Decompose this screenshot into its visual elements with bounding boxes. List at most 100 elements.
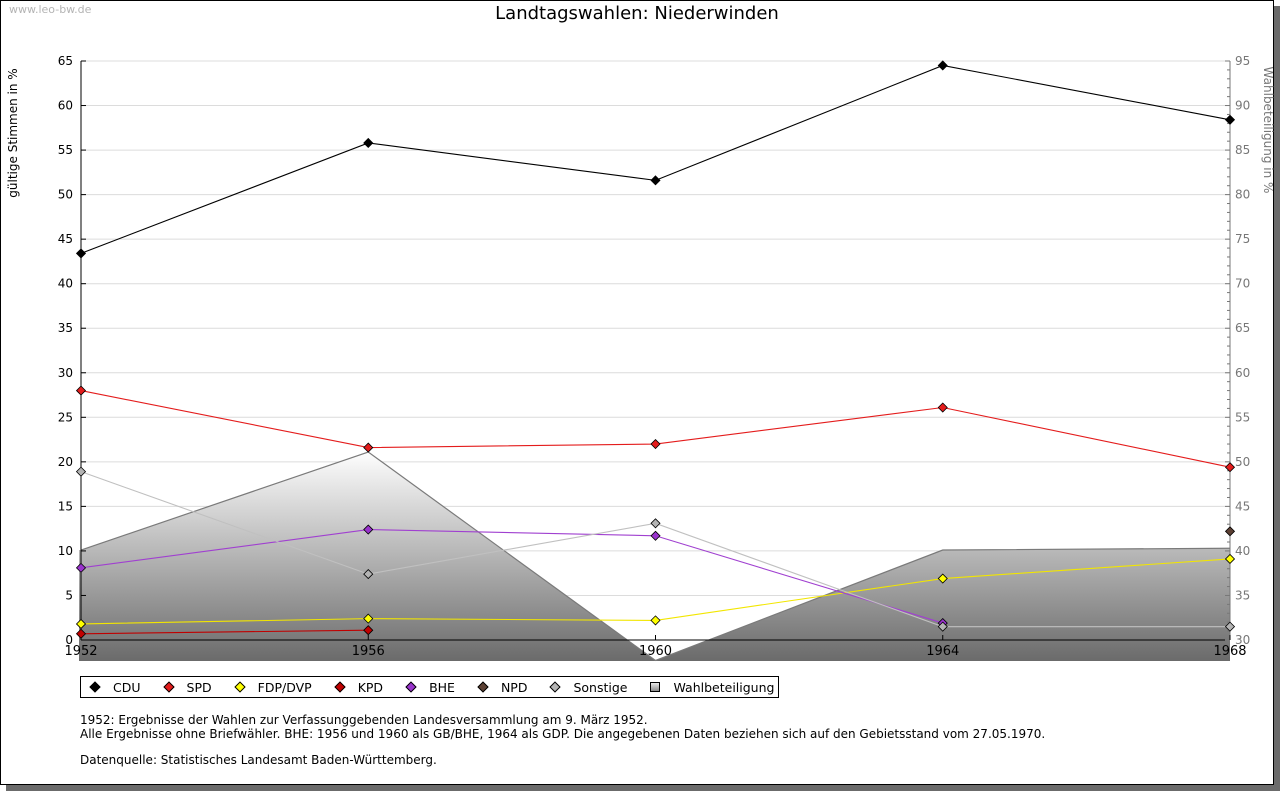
data-point [937, 573, 948, 584]
data-point [1224, 553, 1236, 565]
x-tick-label: 1952 [64, 644, 97, 659]
legend-label: FDP/DVP [257, 679, 312, 695]
legend-item: KPD [334, 680, 383, 695]
y2-tick-label: 60 [1235, 366, 1250, 380]
data-point [75, 628, 87, 639]
legend-diamond-icon [405, 681, 417, 693]
data-point [937, 60, 948, 71]
y-tick-label: 30 [58, 366, 73, 380]
legend-item: Sonstige [549, 680, 627, 695]
turnout-area [79, 452, 1230, 661]
data-point [363, 442, 374, 453]
y2-tick-label: 45 [1235, 499, 1250, 513]
legend-label: KPD [357, 679, 384, 695]
legend-label: CDU [113, 679, 141, 695]
series-line [80, 629, 369, 635]
y-tick-label: 10 [58, 544, 73, 558]
series-kpd [75, 625, 374, 639]
y-tick-label: 55 [58, 143, 73, 157]
data-point [75, 562, 87, 573]
legend-diamond-icon [162, 681, 175, 693]
y-axis-label: gültige Stimmen in % [6, 68, 20, 197]
y-tick-label: 15 [58, 499, 73, 513]
note-1952: 1952: Ergebnisse der Wahlen zur Verfassu… [80, 713, 648, 727]
y2-tick-label: 30 [1235, 633, 1250, 647]
data-point [650, 530, 661, 541]
x-tick-label: 1960 [639, 644, 672, 659]
legend-label: SPD [186, 679, 212, 695]
legend-item: NPD [477, 679, 528, 695]
series-line [80, 528, 943, 624]
x-tick-label: 1968 [1213, 644, 1246, 659]
y2-tick-label: 75 [1235, 232, 1250, 246]
legend-diamond-icon [477, 681, 489, 693]
legend-diamond-icon [89, 681, 101, 693]
y-tick-label: 25 [58, 410, 73, 424]
y-tick-label: 0 [65, 633, 73, 647]
legend-item: BHE [405, 680, 455, 695]
note-general: Alle Ergebnisse ohne Briefwähler. BHE: 1… [80, 727, 1046, 741]
series-fdp-dvp [75, 553, 1236, 630]
y-tick-label: 20 [58, 455, 73, 469]
y-tick-label: 40 [58, 277, 73, 291]
y2-tick-label: 35 [1235, 588, 1250, 602]
y2-tick-label: 65 [1235, 321, 1250, 335]
y-tick-label: 60 [58, 99, 73, 113]
legend-label: Sonstige [573, 679, 628, 695]
legend-label: BHE [429, 679, 455, 695]
y-tick-label: 5 [65, 588, 73, 602]
watermark: www.leo-bw.de [9, 3, 92, 16]
legend: CDU SPD FDP/DVP KPD BHE NPD Sonstige Wahlbeteil… [80, 676, 780, 698]
data-point [1224, 114, 1236, 125]
data-point [363, 625, 374, 636]
y2-tick-label: 90 [1235, 99, 1250, 113]
series-sonstige [75, 466, 1236, 632]
data-point [363, 524, 374, 535]
data-point [75, 385, 87, 396]
y2-tick-label: 40 [1235, 544, 1250, 558]
y-tick-label: 50 [58, 188, 73, 202]
series-bhe [75, 524, 948, 629]
y2-tick-label: 50 [1235, 455, 1250, 469]
legend-square-icon [649, 681, 661, 693]
data-point [75, 248, 87, 259]
y-tick-label: 45 [58, 232, 73, 246]
data-point [650, 615, 661, 626]
y2-tick-label: 70 [1235, 277, 1250, 291]
data-point [650, 175, 661, 186]
x-tick-label: 1964 [926, 644, 959, 659]
y2-tick-label: 95 [1235, 54, 1250, 68]
data-point [1224, 462, 1236, 473]
legend-label: NPD [500, 679, 528, 695]
data-point [75, 466, 87, 477]
y-tick-label: 35 [58, 321, 73, 335]
data-point [75, 618, 87, 630]
legend-item: Wahlbeteiligung [649, 680, 774, 695]
data-point [363, 613, 374, 624]
data-point [1224, 621, 1236, 632]
data-point [363, 137, 374, 149]
data-point [363, 569, 374, 580]
data-point [937, 402, 948, 413]
x-tick-label: 1956 [352, 644, 385, 659]
series-line [80, 64, 1231, 254]
turnout-line [80, 451, 1231, 662]
legend-diamond-icon [233, 681, 246, 693]
legend-item: CDU [89, 680, 141, 695]
series-cdu [75, 60, 1236, 259]
series-line [80, 390, 1231, 468]
y2-tick-label: 55 [1235, 410, 1250, 424]
note-source: Datenquelle: Statistisches Landesamt Bad… [80, 753, 437, 767]
legend-item: FDP/DVP [233, 679, 312, 695]
chart-title: Landtagswahlen: Niederwinden [495, 3, 779, 24]
legend-diamond-icon [334, 681, 346, 693]
y-tick-label: 65 [58, 54, 73, 68]
y2-tick-label: 80 [1235, 188, 1250, 202]
y2-tick-label: 85 [1235, 143, 1250, 157]
y2-axis-label: Wahlbeteiligung in % [1261, 67, 1275, 194]
data-point [937, 621, 948, 632]
data-point [650, 438, 661, 450]
series-npd [1224, 526, 1236, 537]
series-spd [75, 385, 1236, 473]
